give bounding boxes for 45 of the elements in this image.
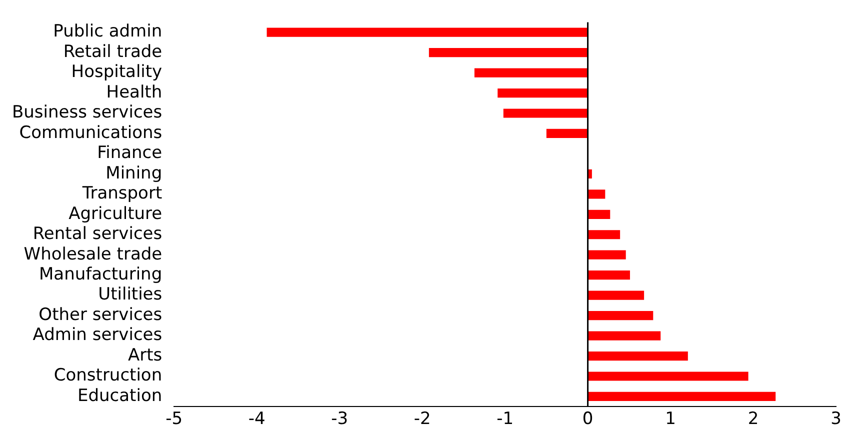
x-tick-label: 2	[748, 409, 759, 430]
y-tick-label: Public admin	[53, 22, 162, 42]
x-tick-label: -4	[248, 409, 266, 430]
bar	[588, 230, 620, 240]
y-tick-label: Retail trade	[63, 42, 162, 62]
x-tick-label: -1	[496, 409, 514, 430]
bar	[588, 372, 748, 381]
x-tick-label: -3	[331, 409, 348, 430]
x-tick-label: 3	[830, 409, 842, 430]
y-tick-label: Rental services	[32, 224, 162, 244]
bar	[546, 128, 588, 138]
bar	[588, 392, 776, 402]
bar	[498, 88, 588, 98]
x-tick-label: -2	[414, 409, 431, 430]
bar	[588, 210, 610, 219]
bar	[588, 351, 688, 361]
y-tick-label: Mining	[106, 163, 162, 184]
y-tick-label: Utilities	[98, 284, 162, 305]
y-tick-label: Communications	[19, 122, 162, 143]
y-tick-label: Agriculture	[68, 204, 162, 224]
y-tick-label: Transport	[81, 184, 162, 204]
bar	[474, 68, 588, 78]
y-tick-label: Wholesale trade	[24, 244, 162, 264]
bar	[266, 28, 588, 37]
x-tick-label: -5	[166, 409, 183, 430]
y-tick-label: Construction	[54, 366, 162, 386]
bar	[588, 270, 630, 280]
bar	[588, 250, 626, 260]
bar	[428, 48, 588, 58]
y-tick-label: Admin services	[32, 325, 162, 346]
bar	[588, 331, 661, 340]
bar	[588, 190, 606, 199]
y-tick-label: Arts	[128, 345, 162, 366]
y-tick-label: Other services	[38, 304, 162, 325]
y-tick-label: Education	[77, 386, 162, 406]
y-tick-label: Finance	[97, 143, 162, 164]
bar	[588, 290, 644, 300]
x-tick-label: 0	[582, 409, 594, 430]
y-tick-label: Business services	[12, 102, 162, 123]
y-tick-label: Manufacturing	[39, 264, 162, 285]
y-tick-label: Hospitality	[71, 62, 162, 82]
x-tick-label: 1	[665, 409, 676, 430]
bar	[503, 108, 588, 118]
y-tick-label: Health	[106, 82, 162, 102]
bar	[588, 311, 654, 320]
